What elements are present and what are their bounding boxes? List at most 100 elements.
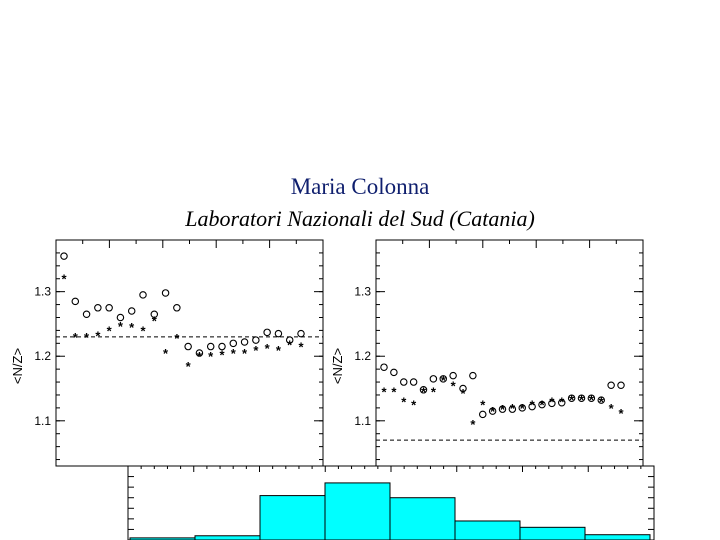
open-circle-point (518, 404, 526, 412)
open-circle-point (390, 368, 398, 377)
histogram-bar (259, 495, 326, 540)
open-circle-point (478, 410, 487, 419)
open-circle-point (105, 304, 113, 312)
asterisk-point: * (460, 386, 466, 401)
open-circle-point (617, 381, 625, 390)
asterisk-point: * (451, 378, 457, 393)
histogram-bar (194, 535, 261, 540)
left-scatter-panel: 1.1 1.2 1.3 * * * * * * * * * * * * * * * * * * * * * * <N/Z> (10, 239, 324, 467)
open-circle-point (94, 304, 102, 312)
asterisk-point: * (84, 330, 90, 345)
asterisk-point: * (421, 385, 427, 400)
open-circle-point (82, 310, 91, 319)
open-circle-point (285, 336, 294, 344)
open-circle-point (263, 328, 271, 337)
open-circle-point (597, 396, 605, 404)
y-tick-label: 1.2 (354, 349, 371, 363)
open-circle-point (469, 371, 477, 380)
right-plot-frame (375, 239, 644, 467)
open-circle-point (297, 329, 305, 338)
y-tick-label: 1.1 (34, 414, 51, 428)
open-circle-point (577, 394, 586, 402)
asterisk-point: * (265, 341, 271, 356)
asterisk-point: * (539, 398, 545, 413)
open-circle-point (150, 310, 159, 319)
open-circle-point (399, 378, 408, 386)
asterisk-point: * (549, 394, 555, 409)
asterisk-point: * (231, 346, 237, 361)
asterisk-point: * (470, 417, 476, 432)
open-circle-point (488, 407, 497, 415)
y-tick-label: 1.2 (34, 349, 51, 363)
open-circle-point (528, 402, 536, 411)
open-circle-point (498, 405, 507, 413)
bottom-histogram-panel (127, 465, 655, 540)
asterisk-point: * (618, 406, 624, 421)
asterisk-point: * (186, 359, 192, 374)
open-circle-point (274, 329, 283, 338)
asterisk-point: * (490, 404, 496, 419)
right-y-axis-label: <N/Z> (330, 348, 345, 384)
open-circle-point (380, 363, 388, 371)
histogram-bar (324, 482, 391, 540)
right-data-points: * ** ** ** **** * * * * * * * * * * * * * * (380, 363, 625, 432)
asterisk-point: * (599, 394, 605, 409)
open-circle-point (206, 342, 215, 351)
y-tick-label: 1.3 (354, 285, 371, 299)
asterisk-point: * (242, 346, 248, 361)
left-data-points: * * * * * * * * * * * * * * * * * * * * * * (60, 252, 305, 374)
right-scatter-panel: 1.1 1.2 1.3 * ** ** ** **** * * * * * * * * * * * * * * <N/Z… (330, 239, 644, 467)
y-tick-label: 1.1 (354, 414, 371, 428)
asterisk-point: * (381, 385, 387, 400)
asterisk-point: * (500, 402, 506, 417)
left-plot-frame (55, 239, 324, 467)
open-circle-point (459, 384, 467, 393)
open-circle-point (195, 349, 204, 357)
asterisk-point: * (140, 323, 146, 338)
open-circle-point (229, 339, 238, 348)
asterisk-point: * (163, 346, 169, 361)
right-y-ticks: 1.1 1.2 1.3 (354, 240, 644, 461)
open-circle-point (449, 371, 457, 380)
asterisk-point: * (609, 401, 615, 416)
open-circle-point (71, 297, 80, 306)
open-circle-point (439, 375, 447, 383)
asterisk-point: * (219, 347, 225, 362)
open-circle-point (252, 336, 260, 344)
open-circle-point (139, 291, 147, 299)
asterisk-point: * (569, 392, 575, 407)
open-circle-point (60, 252, 68, 260)
open-circle-point (587, 394, 596, 402)
open-circle-point (538, 400, 546, 409)
open-circle-point (548, 399, 556, 408)
open-circle-point (184, 342, 192, 351)
open-circle-point (116, 313, 125, 322)
asterisk-point: * (579, 392, 585, 407)
asterisk-point: * (589, 392, 595, 407)
histogram-ticks (127, 466, 655, 530)
asterisk-point: * (431, 385, 437, 400)
asterisk-point: * (411, 398, 417, 413)
asterisk-point: * (276, 343, 282, 358)
open-circle-point (161, 289, 170, 297)
asterisk-point: * (530, 398, 536, 413)
asterisk-point: * (298, 340, 304, 355)
asterisk-point: * (118, 319, 124, 334)
asterisk-point: * (152, 314, 158, 329)
open-circle-point (607, 381, 615, 390)
asterisk-point: * (253, 343, 259, 358)
histogram-bar (454, 520, 521, 540)
asterisk-point: * (480, 398, 486, 413)
asterisk-point: * (107, 323, 113, 338)
asterisk-point: * (208, 349, 214, 364)
asterisk-point: * (520, 401, 526, 416)
histogram-bars (129, 482, 651, 540)
histogram-bar (519, 526, 586, 540)
histogram-bar (584, 534, 651, 540)
asterisk-point: * (559, 394, 565, 409)
author-affiliation: Laboratori Nazionali del Sud (Catania) (185, 206, 535, 231)
left-y-ticks: 1.1 1.2 1.3 (34, 240, 324, 461)
histogram-bar (389, 497, 456, 540)
asterisk-point: * (287, 338, 293, 353)
author-name: Maria Colonna (290, 174, 430, 199)
